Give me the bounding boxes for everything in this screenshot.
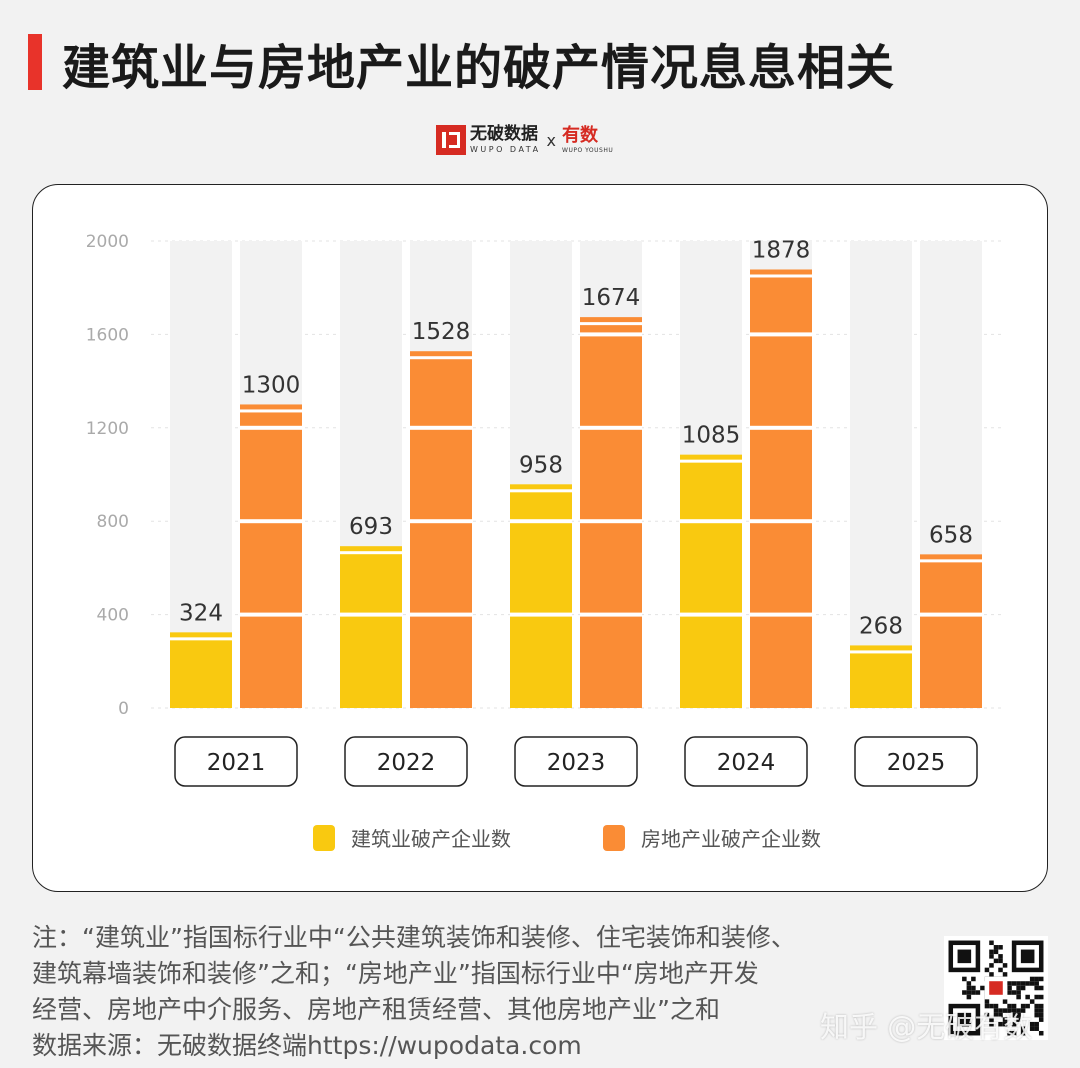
bar-cap-stripe	[410, 356, 472, 360]
legend-swatch	[603, 825, 625, 851]
watermark: 知乎 @无破有数	[820, 1010, 1033, 1044]
brand-x: x	[546, 130, 557, 150]
bar-stripe	[410, 425, 472, 430]
bar-cap-stripe	[240, 409, 302, 413]
bar-cap-stripe	[340, 551, 402, 555]
bar-stripe	[340, 612, 402, 617]
bar-real-estate	[750, 269, 812, 708]
bar-stripe	[510, 519, 572, 524]
y-tick-label: 400	[97, 606, 129, 626]
bar-stripe	[680, 519, 742, 524]
note-line-4: 数据来源：无破数据终端https://wupodata.com	[32, 1031, 582, 1060]
y-tick-label: 2000	[86, 232, 129, 252]
data-label: 1528	[412, 319, 471, 345]
x-tick-label: 2022	[377, 750, 436, 776]
bar-stripe	[240, 612, 302, 617]
bar-real-estate	[410, 351, 472, 708]
bar-stripe	[580, 425, 642, 430]
x-tick-label: 2025	[887, 750, 946, 776]
brand-sub-2: WUPO YOUSHU	[562, 146, 614, 154]
bar-stripe	[240, 519, 302, 524]
data-label: 1085	[682, 423, 741, 449]
data-label: 658	[929, 522, 973, 548]
brand-logo: 无破数据 WUPO DATA x 有数 WUPO YOUSHU	[436, 122, 613, 158]
title-accent-bar	[28, 34, 42, 90]
bar-cap-stripe	[750, 274, 812, 278]
bar-construction	[850, 645, 912, 708]
y-tick-label: 800	[97, 512, 129, 532]
brand-name-2: 有数	[562, 124, 599, 146]
brand-mark-icon	[436, 125, 466, 155]
brand-sub: WUPO DATA	[470, 145, 541, 154]
bar-stripe	[750, 332, 812, 337]
legend-label: 房地产业破产企业数	[641, 827, 821, 851]
bar-stripe	[240, 425, 302, 430]
bar-construction	[510, 484, 572, 708]
bar-stripe	[410, 612, 472, 617]
y-tick-label: 1600	[86, 325, 129, 345]
note-line-2: 建筑幕墙装饰和装修”之和；“房地产业”指国标行业中“房地产开发	[32, 959, 759, 988]
brand-text-2: 有数 WUPO YOUSHU	[562, 124, 614, 154]
bar-cap-stripe	[170, 637, 232, 641]
data-label: 1878	[752, 237, 811, 263]
bar-cap-stripe	[510, 489, 572, 493]
note-line-1: 注：“建筑业”指国标行业中“公共建筑装饰和装修、住宅装饰和装修、	[32, 923, 796, 952]
bar-chart: 0 400 800 1200 1600 2000 324 1300 2021 693 1528 202…	[86, 232, 1003, 851]
x-tick-label: 2023	[547, 750, 606, 776]
qr-code-icon	[944, 936, 1048, 1040]
chart-card: 0 400 800 1200 1600 2000 324 1300 2021 693 1528 202…	[32, 184, 1048, 892]
bar-stripe	[510, 612, 572, 617]
bar-construction	[170, 632, 232, 708]
bar-real-estate	[920, 554, 982, 708]
bar-cap-stripe	[850, 650, 912, 654]
footnote: 注：“建筑业”指国标行业中“公共建筑装饰和装修、住宅装饰和装修、 建筑幕墙装饰和…	[32, 920, 796, 1064]
page-title: 建筑业与房地产业的破产情况息息相关	[62, 40, 896, 96]
bar-stripe	[580, 612, 642, 617]
y-tick-label: 1200	[86, 419, 129, 439]
data-label: 958	[519, 452, 563, 478]
bar-cap-stripe	[680, 459, 742, 463]
bar-cap-stripe	[580, 322, 642, 326]
category-pill	[854, 736, 978, 787]
bar-construction	[680, 454, 742, 708]
x-tick-label: 2021	[207, 750, 266, 776]
brand-name: 无破数据	[470, 124, 538, 144]
legend-swatch	[313, 825, 335, 851]
legend-label: 建筑业破产企业数	[351, 827, 511, 851]
bar-stripe	[680, 612, 742, 617]
bar-stripe	[410, 519, 472, 524]
bar-stripe	[750, 519, 812, 524]
category-pill	[684, 736, 808, 787]
bar-construction	[340, 546, 402, 708]
brand-text-1: 无破数据 WUPO DATA	[470, 126, 541, 154]
note-line-3: 经营、房地产中介服务、房地产租赁经营、其他房地产业”之和	[32, 995, 720, 1024]
category-pill	[174, 736, 298, 787]
bar-stripe	[750, 612, 812, 617]
data-label: 1674	[582, 285, 641, 311]
bar-stripe	[920, 612, 982, 617]
bar-stripe	[580, 332, 642, 337]
x-tick-label: 2024	[717, 750, 776, 776]
data-label: 324	[179, 600, 223, 626]
bar-background	[170, 241, 232, 708]
data-label: 268	[859, 613, 903, 639]
bar-background	[850, 241, 912, 708]
bar-real-estate	[240, 404, 302, 708]
category-pill	[344, 736, 468, 787]
y-tick-label: 0	[118, 699, 129, 719]
data-label: 1300	[242, 372, 301, 398]
bar-real-estate	[580, 317, 642, 708]
category-pill	[514, 736, 638, 787]
data-label: 693	[349, 514, 393, 540]
bar-stripe	[750, 425, 812, 430]
bar-stripe	[580, 519, 642, 524]
bar-cap-stripe	[920, 559, 982, 563]
